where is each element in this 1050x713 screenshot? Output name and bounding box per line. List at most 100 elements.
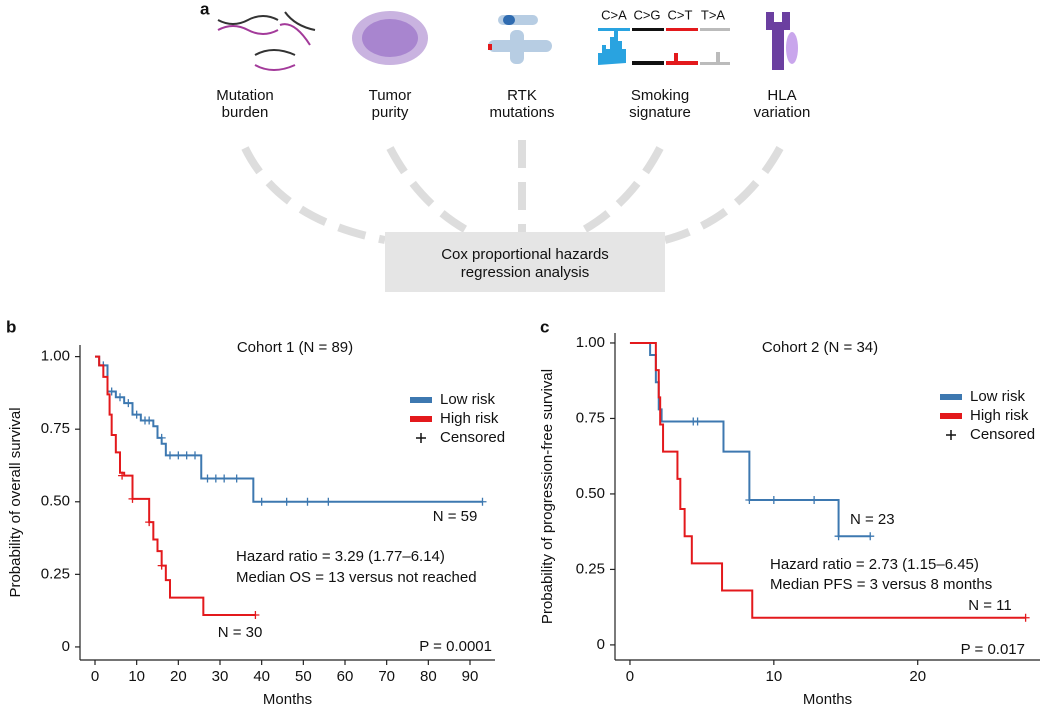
legend-swatch — [410, 416, 432, 422]
factor-label: variation — [754, 104, 811, 121]
x-tick-label: 30 — [212, 668, 229, 685]
legend-swatch — [940, 394, 962, 400]
x-tick-label: 50 — [295, 668, 312, 685]
box-text: regression analysis — [461, 264, 589, 281]
annotation: P = 0.0001 — [419, 638, 492, 655]
signature-class: C>T — [668, 7, 693, 22]
annotation: Median PFS = 3 versus 8 months — [770, 576, 992, 593]
signature-class: C>G — [633, 7, 660, 22]
y-tick-label: 0.75 — [576, 409, 605, 426]
connectors — [241, 140, 784, 244]
censor-mark — [220, 474, 229, 483]
censor-mark — [124, 399, 133, 408]
censor-mark — [810, 495, 819, 504]
annotation: P = 0.017 — [961, 641, 1025, 658]
censor-mark — [693, 417, 702, 426]
survival-curve — [629, 341, 871, 538]
survival-curve — [629, 341, 1026, 619]
x-tick-label: 10 — [765, 668, 782, 685]
factor-label: mutations — [489, 104, 554, 121]
censor-mark — [107, 387, 116, 396]
y-tick-label: 0.25 — [576, 560, 605, 577]
y-tick-label: 0.25 — [41, 565, 70, 582]
factor-label: RTK — [507, 87, 537, 104]
factor-label: purity — [372, 104, 409, 121]
legend-label: High risk — [440, 410, 499, 427]
legend-censor — [946, 430, 956, 440]
annotation: N = 23 — [850, 511, 895, 528]
x-tick-label: 0 — [626, 668, 634, 685]
legend-swatch — [940, 413, 962, 419]
factor-label: Smoking — [631, 87, 689, 104]
legend-label: Low risk — [970, 388, 1026, 405]
chromosome-icon — [488, 15, 552, 64]
censor-mark — [1021, 613, 1030, 622]
x-tick-label: 90 — [462, 668, 479, 685]
legend-label: Low risk — [440, 391, 496, 408]
legend-swatch — [410, 397, 432, 403]
censor-mark — [157, 433, 166, 442]
censor-mark — [478, 497, 487, 506]
censor-mark — [769, 495, 778, 504]
censor-mark — [745, 495, 754, 504]
survival-curve — [95, 355, 256, 616]
censor-mark — [251, 611, 260, 619]
censor-mark — [145, 416, 154, 425]
signature-class: T>A — [701, 7, 726, 22]
censor-mark — [257, 497, 266, 506]
legend-censor — [416, 433, 426, 443]
censor-mark — [191, 451, 199, 460]
censor-mark — [116, 393, 124, 402]
censor-mark — [174, 451, 183, 460]
legend-label: Censored — [440, 429, 505, 446]
censor-mark — [303, 497, 312, 506]
factor-label: signature — [629, 104, 691, 121]
hla-icon — [766, 12, 798, 70]
y-tick-label: 0.75 — [41, 420, 70, 437]
signature-icon — [598, 28, 730, 65]
annotation: Hazard ratio = 2.73 (1.15–6.45) — [770, 556, 979, 573]
censor-mark — [166, 451, 174, 460]
x-tick-label: 70 — [378, 668, 395, 685]
censor-mark — [132, 410, 141, 419]
y-tick-label: 1.00 — [576, 334, 605, 351]
annotation: N = 59 — [433, 508, 478, 525]
x-tick-label: 20 — [909, 668, 926, 685]
y-tick-label: 1.00 — [41, 348, 70, 365]
y-tick-label: 0.50 — [576, 485, 605, 502]
censor-mark — [182, 451, 191, 460]
factor-label: Mutation — [216, 87, 274, 104]
legend-label: High risk — [970, 407, 1029, 424]
factor-label: burden — [222, 104, 269, 121]
censor-mark — [282, 497, 291, 506]
legend-label: Censored — [970, 426, 1035, 443]
censor-mark — [866, 532, 875, 541]
censor-mark — [324, 497, 333, 506]
tumor-icon — [352, 11, 428, 65]
y-tick-label: 0 — [62, 638, 70, 655]
y-tick-label: 0 — [597, 636, 605, 653]
factor-label: HLA — [767, 87, 796, 104]
censor-mark — [128, 494, 137, 503]
annotation: Hazard ratio = 3.29 (1.77–6.14) — [236, 548, 445, 565]
censor-mark — [118, 471, 127, 480]
y-axis-title: Probability of progression-free survival — [539, 369, 556, 624]
model-box — [385, 232, 665, 292]
survival-curve — [95, 355, 483, 503]
panel-letter: c — [540, 317, 549, 336]
chart-title: Cohort 1 (N = 89) — [237, 339, 353, 356]
chart-title: Cohort 2 (N = 34) — [762, 339, 878, 356]
x-tick-label: 20 — [170, 668, 187, 685]
annotation: Median OS = 13 versus not reached — [236, 569, 477, 586]
box-text: Cox proportional hazards — [441, 246, 609, 263]
censor-mark — [834, 532, 843, 541]
x-tick-label: 60 — [337, 668, 354, 685]
censor-mark — [211, 474, 220, 483]
censor-mark — [145, 518, 154, 527]
x-tick-label: 0 — [91, 668, 99, 685]
y-axis-title: Probability of overall survival — [7, 407, 24, 597]
censor-mark — [203, 474, 212, 483]
x-tick-label: 40 — [253, 668, 270, 685]
x-tick-label: 80 — [420, 668, 437, 685]
